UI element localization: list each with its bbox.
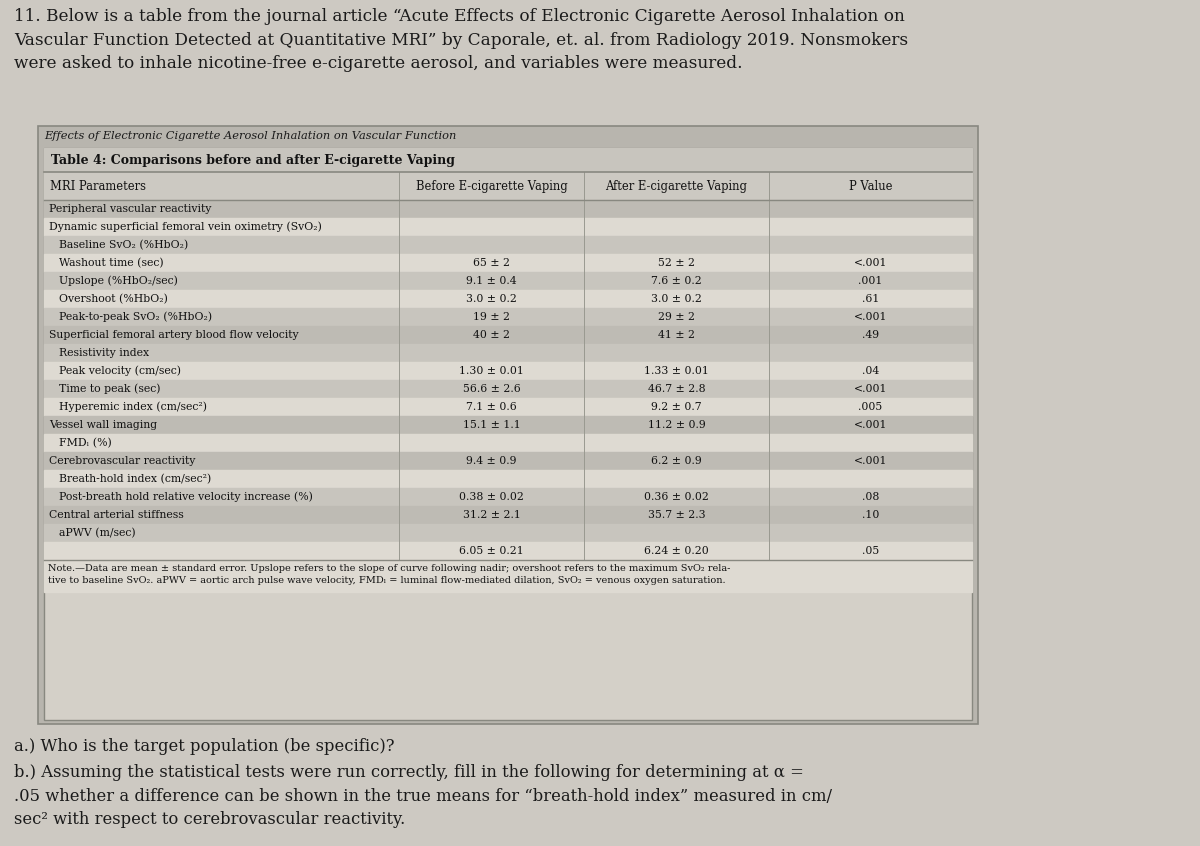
Bar (44, 148, 972, 172)
Text: <.001: <.001 (853, 384, 887, 394)
Bar (44, 254, 972, 272)
Text: <.001: <.001 (853, 312, 887, 322)
Text: 3.0 ± 0.2: 3.0 ± 0.2 (466, 294, 517, 304)
Text: Washout time (sec): Washout time (sec) (59, 258, 163, 268)
Bar (44, 452, 972, 470)
Text: Superficial femoral artery blood flow velocity: Superficial femoral artery blood flow ve… (49, 330, 299, 340)
Text: 9.1 ± 0.4: 9.1 ± 0.4 (466, 276, 517, 286)
Text: After E-cigarette Vaping: After E-cigarette Vaping (606, 179, 748, 193)
Bar (44, 200, 972, 218)
Text: a.) Who is the target population (be specific)?: a.) Who is the target population (be spe… (14, 738, 395, 755)
Text: .10: .10 (862, 510, 880, 520)
Bar (44, 172, 972, 200)
Text: 11. Below is a table from the journal article “Acute Effects of Electronic Cigar: 11. Below is a table from the journal ar… (14, 8, 908, 72)
Bar (44, 308, 972, 326)
Text: .49: .49 (862, 330, 880, 340)
Text: 6.24 ± 0.20: 6.24 ± 0.20 (644, 546, 709, 556)
Bar (44, 326, 972, 344)
Text: b.) Assuming the statistical tests were run correctly, fill in the following for: b.) Assuming the statistical tests were … (14, 764, 832, 828)
Bar (44, 398, 972, 416)
Text: 1.30 ± 0.01: 1.30 ± 0.01 (460, 366, 524, 376)
Text: Note.—Data are mean ± standard error. Upslope refers to the slope of curve follo: Note.—Data are mean ± standard error. Up… (48, 564, 731, 585)
Bar (44, 290, 972, 308)
Text: 29 ± 2: 29 ± 2 (658, 312, 695, 322)
Text: Breath-hold index (cm/sec²): Breath-hold index (cm/sec²) (59, 474, 211, 484)
Bar (44, 362, 972, 380)
Bar (44, 542, 972, 560)
Text: .04: .04 (862, 366, 880, 376)
Bar (44, 416, 972, 434)
Text: FMDₗ (%): FMDₗ (%) (59, 438, 112, 448)
Text: 19 ± 2: 19 ± 2 (473, 312, 510, 322)
Text: 46.7 ± 2.8: 46.7 ± 2.8 (648, 384, 706, 394)
Text: .61: .61 (862, 294, 880, 304)
Text: Table 4: Comparisons before and after E-cigarette Vaping: Table 4: Comparisons before and after E-… (50, 153, 455, 167)
Text: 1.33 ± 0.01: 1.33 ± 0.01 (644, 366, 709, 376)
Text: aPWV (m/sec): aPWV (m/sec) (59, 528, 136, 538)
Text: <.001: <.001 (853, 420, 887, 430)
Text: Post-breath hold relative velocity increase (%): Post-breath hold relative velocity incre… (59, 492, 313, 503)
Text: 65 ± 2: 65 ± 2 (473, 258, 510, 268)
Text: Resistivity index: Resistivity index (59, 348, 149, 358)
Text: 35.7 ± 2.3: 35.7 ± 2.3 (648, 510, 706, 520)
Text: 6.2 ± 0.9: 6.2 ± 0.9 (652, 456, 702, 466)
Text: Central arterial stiffness: Central arterial stiffness (49, 510, 184, 520)
Text: 40 ± 2: 40 ± 2 (473, 330, 510, 340)
Text: <.001: <.001 (853, 456, 887, 466)
Bar (44, 560, 972, 592)
Bar (44, 488, 972, 506)
Text: 41 ± 2: 41 ± 2 (658, 330, 695, 340)
Text: 0.36 ± 0.02: 0.36 ± 0.02 (644, 492, 709, 502)
Text: MRI Parameters: MRI Parameters (50, 179, 146, 193)
Text: 0.38 ± 0.02: 0.38 ± 0.02 (460, 492, 524, 502)
Bar (44, 272, 972, 290)
Text: Peak velocity (cm/sec): Peak velocity (cm/sec) (59, 365, 181, 376)
Text: Hyperemic index (cm/sec²): Hyperemic index (cm/sec²) (59, 402, 208, 412)
Text: Time to peak (sec): Time to peak (sec) (59, 384, 161, 394)
Bar (44, 218, 972, 236)
Text: Peripheral vascular reactivity: Peripheral vascular reactivity (49, 204, 211, 214)
Text: 56.6 ± 2.6: 56.6 ± 2.6 (463, 384, 521, 394)
Text: <.001: <.001 (853, 258, 887, 268)
Text: Dynamic superficial femoral vein oximetry (SvO₂): Dynamic superficial femoral vein oximetr… (49, 222, 322, 233)
Text: 6.05 ± 0.21: 6.05 ± 0.21 (460, 546, 524, 556)
Bar (38, 126, 978, 724)
Text: .005: .005 (858, 402, 883, 412)
Text: P Value: P Value (848, 179, 893, 193)
Text: Peak-to-peak SvO₂ (%HbO₂): Peak-to-peak SvO₂ (%HbO₂) (59, 311, 212, 322)
Text: .001: .001 (858, 276, 883, 286)
Bar (44, 380, 972, 398)
Text: 52 ± 2: 52 ± 2 (658, 258, 695, 268)
Bar (44, 148, 972, 720)
Text: 9.4 ± 0.9: 9.4 ± 0.9 (467, 456, 517, 466)
Text: 7.1 ± 0.6: 7.1 ± 0.6 (466, 402, 517, 412)
Bar (44, 506, 972, 524)
Text: 15.1 ± 1.1: 15.1 ± 1.1 (463, 420, 521, 430)
Text: Baseline SvO₂ (%HbO₂): Baseline SvO₂ (%HbO₂) (59, 240, 188, 250)
Text: 3.0 ± 0.2: 3.0 ± 0.2 (652, 294, 702, 304)
Text: .05: .05 (862, 546, 880, 556)
Bar (44, 434, 972, 452)
Text: 31.2 ± 2.1: 31.2 ± 2.1 (462, 510, 521, 520)
Text: Overshoot (%HbO₂): Overshoot (%HbO₂) (59, 294, 168, 305)
Text: Upslope (%HbO₂/sec): Upslope (%HbO₂/sec) (59, 276, 178, 286)
Bar (44, 344, 972, 362)
Bar (44, 236, 972, 254)
Text: .08: .08 (862, 492, 880, 502)
Text: 9.2 ± 0.7: 9.2 ± 0.7 (652, 402, 702, 412)
Text: Cerebrovascular reactivity: Cerebrovascular reactivity (49, 456, 196, 466)
Bar (44, 470, 972, 488)
Text: Vessel wall imaging: Vessel wall imaging (49, 420, 157, 430)
Text: Effects of Electronic Cigarette Aerosol Inhalation on Vascular Function: Effects of Electronic Cigarette Aerosol … (44, 131, 456, 141)
Text: 7.6 ± 0.2: 7.6 ± 0.2 (652, 276, 702, 286)
Text: Before E-cigarette Vaping: Before E-cigarette Vaping (415, 179, 568, 193)
Bar (44, 524, 972, 542)
Text: 11.2 ± 0.9: 11.2 ± 0.9 (648, 420, 706, 430)
